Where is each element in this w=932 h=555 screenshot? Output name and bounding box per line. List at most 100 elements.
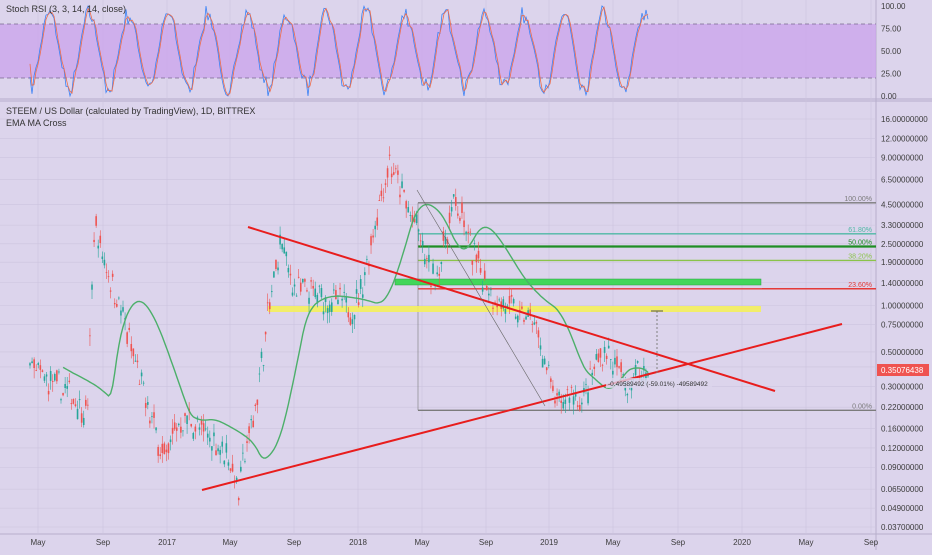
candle xyxy=(469,231,472,233)
time-tick-label: 2018 xyxy=(349,538,367,547)
candle xyxy=(525,316,527,320)
uptrend-line[interactable] xyxy=(201,323,843,491)
candle xyxy=(570,386,573,388)
candle xyxy=(506,305,509,307)
candle xyxy=(601,364,604,366)
candle xyxy=(502,299,505,309)
rsi-tick-label: 25.00 xyxy=(881,70,902,79)
time-tick-label: May xyxy=(414,538,429,547)
candle xyxy=(609,359,612,360)
candle xyxy=(378,200,381,201)
candle xyxy=(89,335,91,337)
candle xyxy=(47,390,50,395)
candle xyxy=(54,374,56,381)
price-panel-background xyxy=(0,102,876,534)
fib-level-label: 23.60% xyxy=(848,282,872,289)
candle xyxy=(250,419,252,421)
candle xyxy=(430,285,432,287)
candle xyxy=(215,450,217,456)
price-tick-label: 1.90000000 xyxy=(881,258,924,267)
candle xyxy=(209,437,211,442)
candle xyxy=(605,355,608,360)
candle xyxy=(521,306,523,309)
candle xyxy=(314,288,317,298)
candle xyxy=(454,197,457,206)
price-tick-label: 0.50000000 xyxy=(881,348,924,357)
candle xyxy=(78,399,81,401)
time-tick-label: May xyxy=(605,538,620,547)
candle xyxy=(101,256,104,260)
candle xyxy=(357,302,360,305)
candle xyxy=(353,314,356,320)
candle xyxy=(399,194,401,198)
time-tick-label: May xyxy=(798,538,813,547)
candle xyxy=(237,497,240,501)
fib-level-label: 0.00% xyxy=(852,403,872,410)
candle xyxy=(423,258,426,265)
candle xyxy=(130,343,133,352)
candle xyxy=(457,213,459,216)
candle xyxy=(153,412,155,418)
candle xyxy=(31,361,33,364)
candle xyxy=(477,250,480,259)
candle xyxy=(167,443,170,454)
candle xyxy=(395,168,397,170)
candle xyxy=(550,378,552,382)
candle xyxy=(231,463,234,472)
panel-divider[interactable] xyxy=(0,98,932,102)
candle xyxy=(120,310,122,316)
candle xyxy=(566,389,569,391)
candle xyxy=(51,381,54,382)
candle xyxy=(450,207,453,212)
candle xyxy=(293,284,296,287)
candle xyxy=(320,288,323,298)
candle xyxy=(529,309,531,316)
time-tick-label: May xyxy=(30,538,45,547)
chart-subtitle: EMA MA Cross xyxy=(6,118,67,128)
candle xyxy=(591,372,593,376)
candle xyxy=(260,351,263,359)
time-axis[interactable]: May Sep 2017 May Sep 2018 May Sep 2019 May Sep 2020… xyxy=(30,538,878,547)
last-price-badge xyxy=(877,364,929,376)
ema-line xyxy=(62,203,649,459)
candle xyxy=(523,319,525,322)
candle xyxy=(349,317,352,325)
fib-level-label: 50.00% xyxy=(848,240,872,247)
price-tick-label: 16.00000000 xyxy=(881,115,928,124)
candle xyxy=(291,292,294,296)
candle xyxy=(95,216,97,226)
candle xyxy=(41,370,44,372)
candle xyxy=(599,348,602,358)
candle xyxy=(552,385,554,391)
candle xyxy=(275,259,277,269)
candle xyxy=(328,304,331,312)
candle xyxy=(607,345,610,349)
candle xyxy=(74,404,77,407)
fib-level-label: 100.00% xyxy=(844,196,872,203)
candle xyxy=(364,272,366,276)
candle xyxy=(271,291,273,293)
price-tick-label: 0.22000000 xyxy=(881,403,924,412)
candle xyxy=(339,287,341,290)
candle xyxy=(322,311,325,315)
resistance-zone-green[interactable] xyxy=(394,278,762,286)
rsi-tick-label: 0.00 xyxy=(881,92,897,101)
candle xyxy=(589,368,591,370)
price-tick-label: 1.40000000 xyxy=(881,279,924,288)
candle xyxy=(262,365,265,366)
time-tick-label: Sep xyxy=(671,538,686,547)
candle xyxy=(508,296,511,304)
candle xyxy=(426,258,428,260)
time-tick-label: 2017 xyxy=(158,538,176,547)
candle xyxy=(436,272,438,275)
price-axis[interactable]: 16.00000000 12.00000000 9.00000000 6.500000… xyxy=(881,115,928,532)
fibonacci-levels[interactable]: 100.00% 61.80% 50.00% 38.20% 23.60% 0.00% xyxy=(417,196,876,411)
candle xyxy=(560,400,562,403)
candle xyxy=(318,285,321,287)
candle xyxy=(316,294,319,304)
candle xyxy=(568,397,571,403)
candle xyxy=(190,423,193,427)
candle xyxy=(206,433,209,438)
